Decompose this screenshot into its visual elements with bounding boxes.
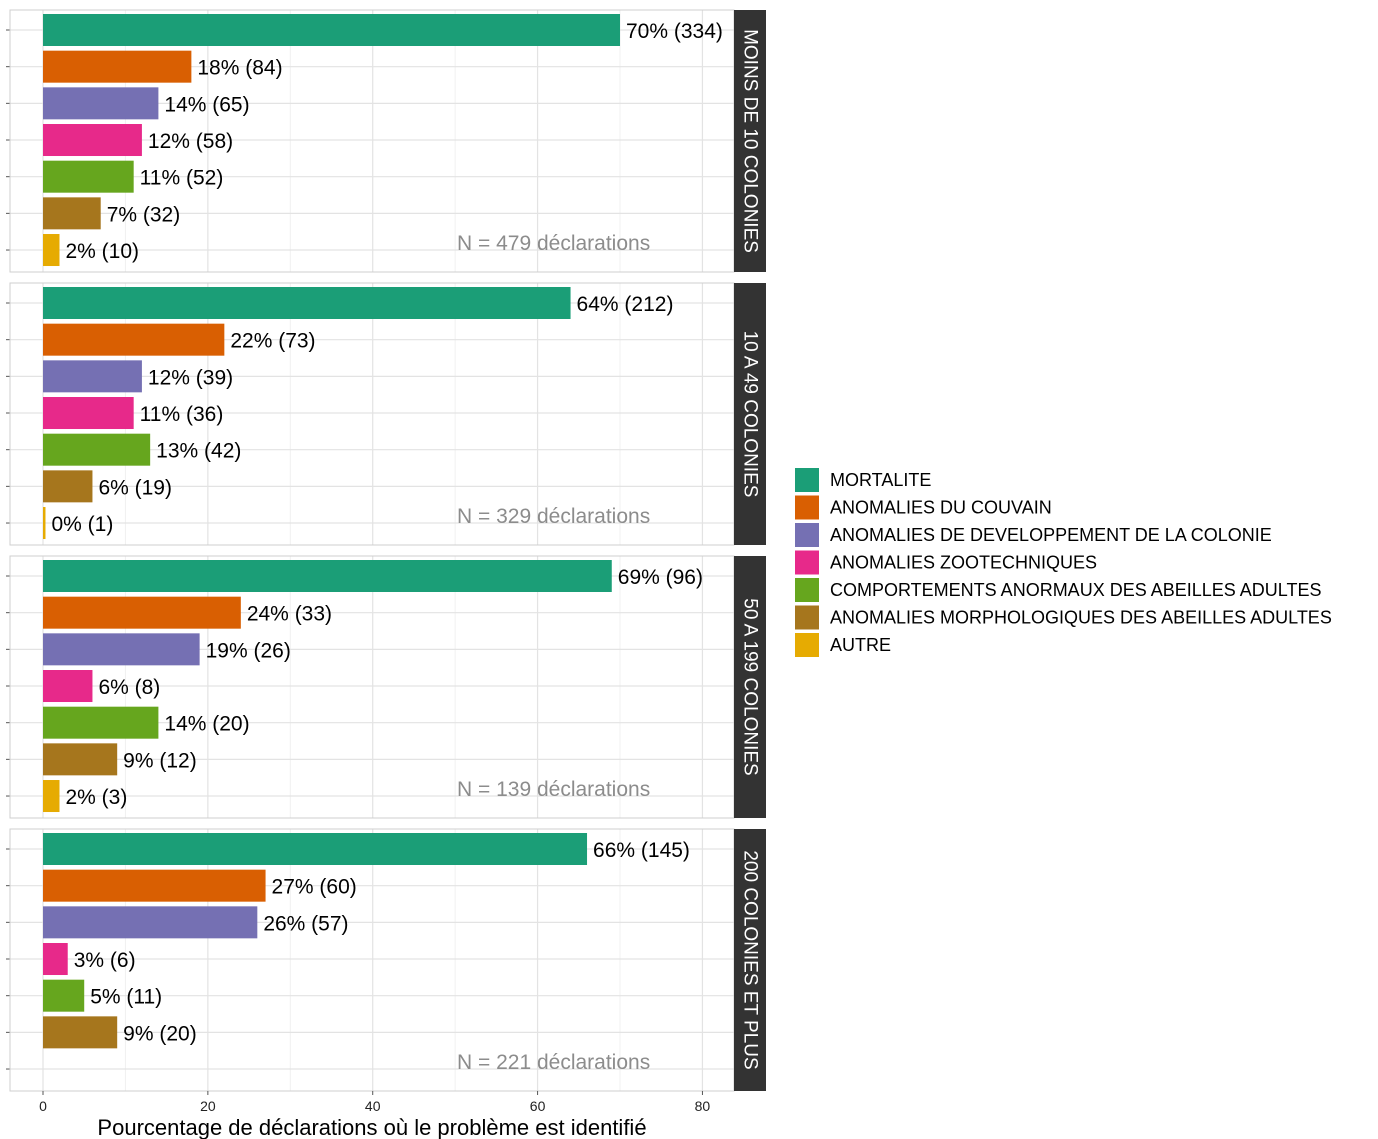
x-tick-label: 80 <box>695 1098 711 1114</box>
legend-key <box>795 468 819 492</box>
x-tick-label: 60 <box>530 1098 546 1114</box>
bar-label: 14% (65) <box>164 93 249 116</box>
bar-label: 12% (58) <box>148 130 233 153</box>
legend-label: ANOMALIES MORPHOLOGIQUES DES ABEILLES AD… <box>830 608 1332 628</box>
bar-label: 2% (10) <box>65 240 139 263</box>
bar-label: 26% (57) <box>263 912 348 935</box>
bar-label: 69% (96) <box>618 566 703 589</box>
sample-size-label: N = 329 déclarations <box>457 505 650 528</box>
bar-5 <box>43 160 134 193</box>
legend-label: ANOMALIES DU COUVAIN <box>830 498 1052 518</box>
bar-label: 9% (12) <box>123 749 197 772</box>
bar-2 <box>43 869 266 902</box>
bar-label: 3% (6) <box>74 949 136 972</box>
legend-label: AUTRE <box>830 635 891 655</box>
legend-key <box>795 605 819 630</box>
bar-label: 9% (20) <box>123 1022 197 1045</box>
legend-label: ANOMALIES DE DEVELOPPEMENT DE LA COLONIE <box>830 525 1272 545</box>
bar-label: 64% (212) <box>577 293 674 316</box>
bar-label: 11% (36) <box>140 403 224 426</box>
bar-6 <box>43 1016 118 1049</box>
facet-strip-label: 200 COLONIES ET PLUS <box>740 850 761 1069</box>
bar-label: 2% (3) <box>65 786 127 809</box>
legend-key <box>795 578 819 602</box>
sample-size-label: N = 479 déclarations <box>457 232 650 255</box>
bar-7 <box>43 507 46 540</box>
facet-strip-label: MOINS DE 10 COLONIES <box>740 29 761 253</box>
bar-1 <box>43 14 621 46</box>
bar-7 <box>43 780 60 813</box>
bar-2 <box>43 50 192 83</box>
legend-label: ANOMALIES ZOOTECHNIQUES <box>830 553 1097 573</box>
bar-4 <box>43 943 68 976</box>
bar-label: 5% (11) <box>90 986 162 1009</box>
bar-label: 66% (145) <box>593 839 690 862</box>
bar-label: 24% (33) <box>247 603 332 626</box>
bar-3 <box>43 360 142 393</box>
bar-label: 19% (26) <box>206 639 291 662</box>
bar-label: 7% (32) <box>107 203 181 226</box>
bar-label: 70% (334) <box>626 20 723 43</box>
legend-key <box>795 523 819 547</box>
bar-6 <box>43 470 93 503</box>
bar-3 <box>43 633 200 666</box>
bar-2 <box>43 596 241 629</box>
facet-strip <box>734 829 766 1091</box>
bar-label: 18% (84) <box>197 57 282 80</box>
legend-key <box>795 495 819 520</box>
facet-strip <box>734 10 766 272</box>
bar-3 <box>43 87 159 120</box>
x-axis-title: Pourcentage de déclarations où le problè… <box>97 1115 646 1139</box>
bar-7 <box>43 234 60 267</box>
bar-6 <box>43 197 101 230</box>
legend-label: COMPORTEMENTS ANORMAUX DES ABEILLES ADUL… <box>830 580 1321 600</box>
x-tick-label: 20 <box>200 1098 216 1114</box>
bar-label: 14% (20) <box>164 713 249 736</box>
facet-strip <box>734 556 766 818</box>
bar-5 <box>43 979 85 1012</box>
bar-label: 22% (73) <box>230 330 315 353</box>
bar-1 <box>43 560 612 592</box>
legend-label: MORTALITE <box>830 470 931 490</box>
x-tick-label: 0 <box>39 1098 47 1114</box>
bar-4 <box>43 124 142 157</box>
legend-key <box>795 550 819 575</box>
bar-5 <box>43 706 159 739</box>
bar-label: 13% (42) <box>156 440 241 463</box>
legend-key <box>795 633 819 657</box>
bar-label: 12% (39) <box>148 366 233 389</box>
facet-strip-label: 50 A 199 COLONIES <box>740 598 761 775</box>
bar-6 <box>43 743 118 776</box>
x-tick-label: 40 <box>365 1098 381 1114</box>
bar-label: 6% (8) <box>98 676 160 699</box>
bar-3 <box>43 906 258 939</box>
bar-2 <box>43 323 225 356</box>
bar-5 <box>43 433 151 466</box>
bar-4 <box>43 670 93 703</box>
facet-strip <box>734 283 766 545</box>
bar-1 <box>43 287 571 319</box>
sample-size-label: N = 139 déclarations <box>457 778 650 801</box>
bar-4 <box>43 397 134 430</box>
bar-1 <box>43 833 588 865</box>
sample-size-label: N = 221 déclarations <box>457 1051 650 1074</box>
bar-label: 27% (60) <box>272 876 357 899</box>
facet-strip-label: 10 A 49 COLONIES <box>740 331 761 498</box>
bar-label: 11% (52) <box>140 167 224 190</box>
bar-label: 0% (1) <box>51 513 113 536</box>
bar-label: 6% (19) <box>98 476 172 499</box>
